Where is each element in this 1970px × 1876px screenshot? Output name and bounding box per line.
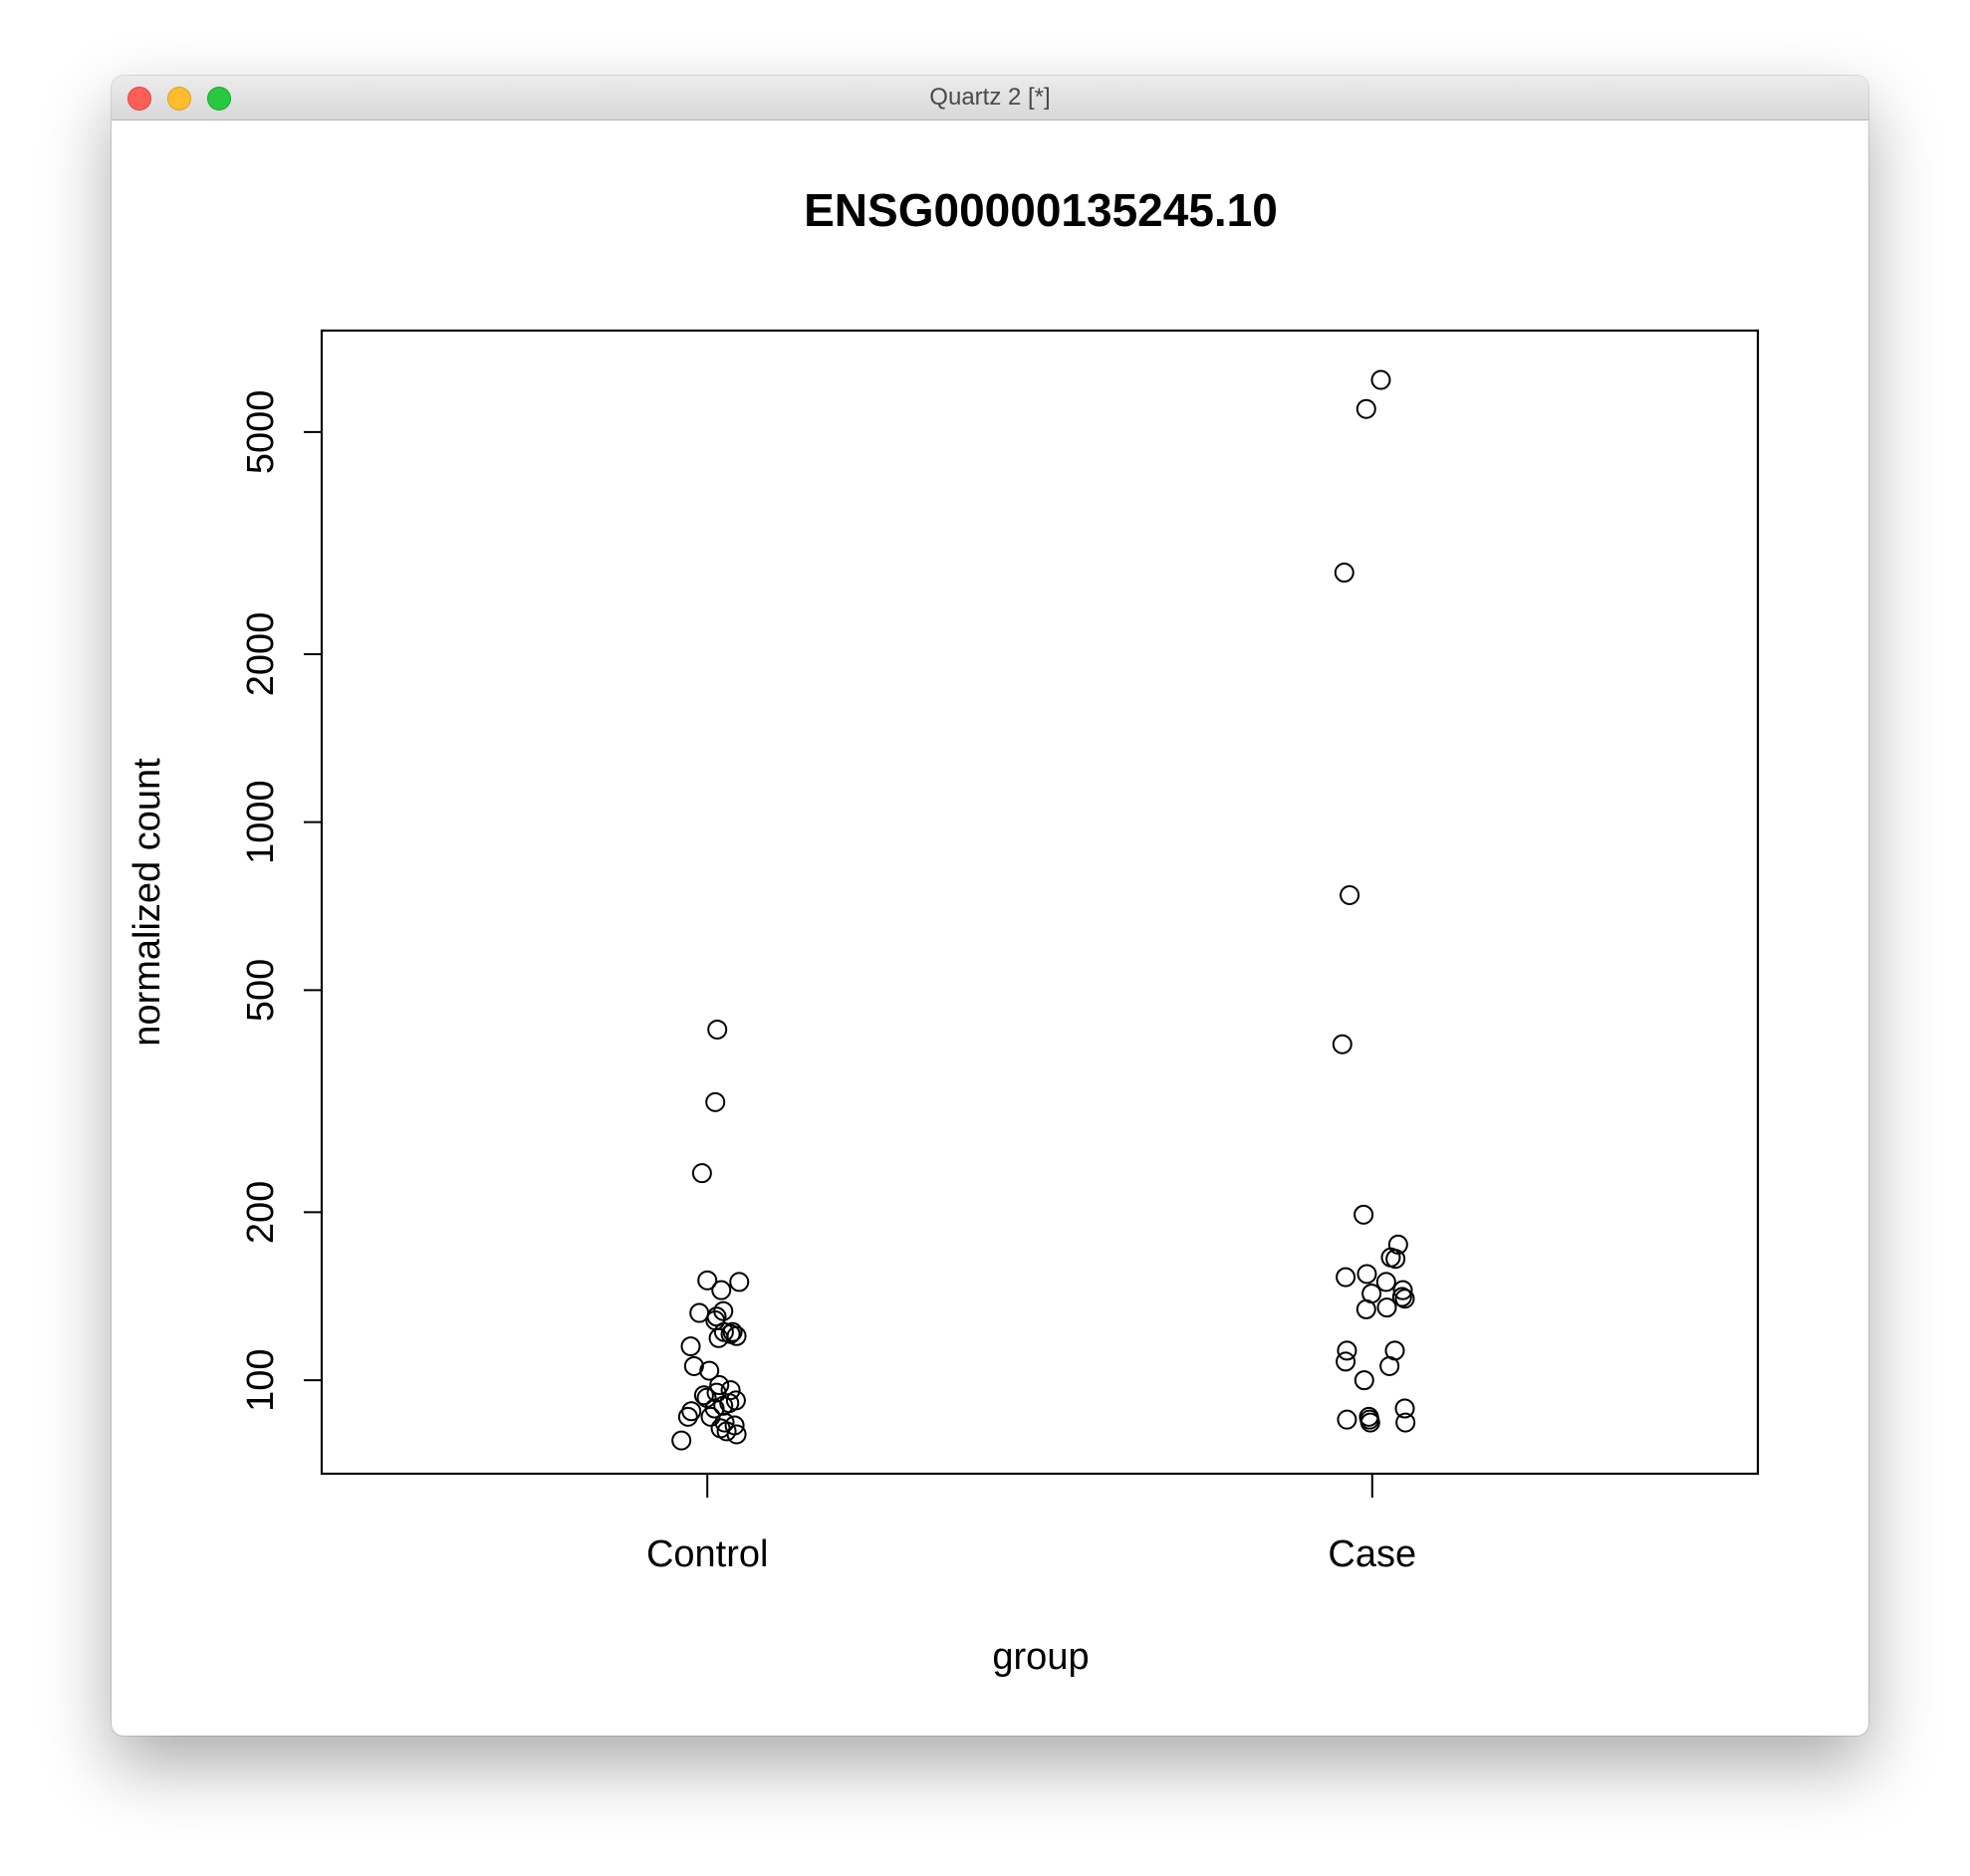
data-point-control [708,1327,729,1348]
data-point-control [699,1360,720,1381]
data-point-case [1337,1340,1357,1361]
data-point-case [1385,1249,1406,1270]
data-point-case [1394,1398,1415,1419]
data-point-case [1375,1272,1396,1292]
data-point-control [722,1321,743,1342]
data-point-case [1394,1289,1415,1309]
data-point-control [705,1091,726,1112]
data-point-case [1392,1280,1413,1300]
data-point-control [691,1163,712,1184]
data-point-case [1376,1297,1397,1318]
data-point-control [681,1401,702,1422]
y-tick-label: 100 [240,1348,282,1411]
data-point-control [726,1325,747,1346]
data-point-case [1336,1351,1356,1372]
zoom-button[interactable] [207,87,231,111]
data-point-case [1391,1287,1412,1307]
data-points [671,369,1416,1451]
chart: ENSG00000135245.10 100 200 500 1000 2000 5000… [126,184,1760,1678]
data-point-control [680,1336,701,1357]
data-point-control [671,1430,692,1451]
data-point-control [711,1280,732,1300]
y-tick-label: 500 [240,959,282,1022]
data-point-case [1332,1034,1353,1055]
data-point-control [714,1412,735,1433]
y-tick-label: 200 [240,1181,282,1244]
x-axis-label: group [992,1636,1089,1678]
quartz-window: Quartz 2 [*] ENSG00000135245.10 100 200 50… [112,76,1868,1736]
window-title: Quartz 2 [*] [929,84,1051,111]
data-point-control [729,1272,750,1292]
plot-area: ENSG00000135245.10 100 200 500 1000 2000 5000… [112,120,1868,1736]
title-bar[interactable]: Quartz 2 [*] [112,76,1868,120]
data-point-control [726,1424,747,1445]
y-tick-label: 5000 [240,390,282,475]
data-point-control [716,1421,737,1442]
y-axis: 100 200 500 1000 2000 5000 [240,390,323,1412]
data-point-case [1340,884,1360,905]
data-point-case [1336,1267,1356,1288]
data-point-control [677,1406,698,1427]
data-point-case [1379,1355,1400,1376]
x-axis: Control Case [646,1474,1416,1575]
data-point-control [697,1270,718,1290]
data-point-control [693,1385,714,1406]
y-tick-label: 2000 [240,612,282,697]
data-point-case [1370,369,1391,390]
data-point-case [1356,1264,1377,1285]
data-point-case [1334,563,1354,584]
y-tick-label: 1000 [240,780,282,864]
data-point-case [1355,1298,1376,1319]
data-point-control [713,1395,734,1416]
chart-title: ENSG00000135245.10 [804,184,1278,236]
minimize-button[interactable] [167,87,191,111]
data-point-case [1337,1409,1357,1430]
x-tick-label: Case [1328,1533,1416,1575]
data-point-control [683,1355,704,1376]
data-point-case [1355,398,1376,419]
close-button[interactable] [127,87,151,111]
y-axis-label: normalized count [126,758,168,1047]
data-point-case [1354,1204,1374,1225]
data-point-case [1354,1370,1374,1391]
plot-frame [320,329,1760,1476]
data-point-case [1359,1412,1380,1433]
data-point-control [700,1406,721,1427]
data-point-control [706,1382,727,1403]
data-point-control [707,1019,728,1040]
data-point-case [1395,1412,1416,1433]
x-tick-label: Control [646,1533,769,1575]
